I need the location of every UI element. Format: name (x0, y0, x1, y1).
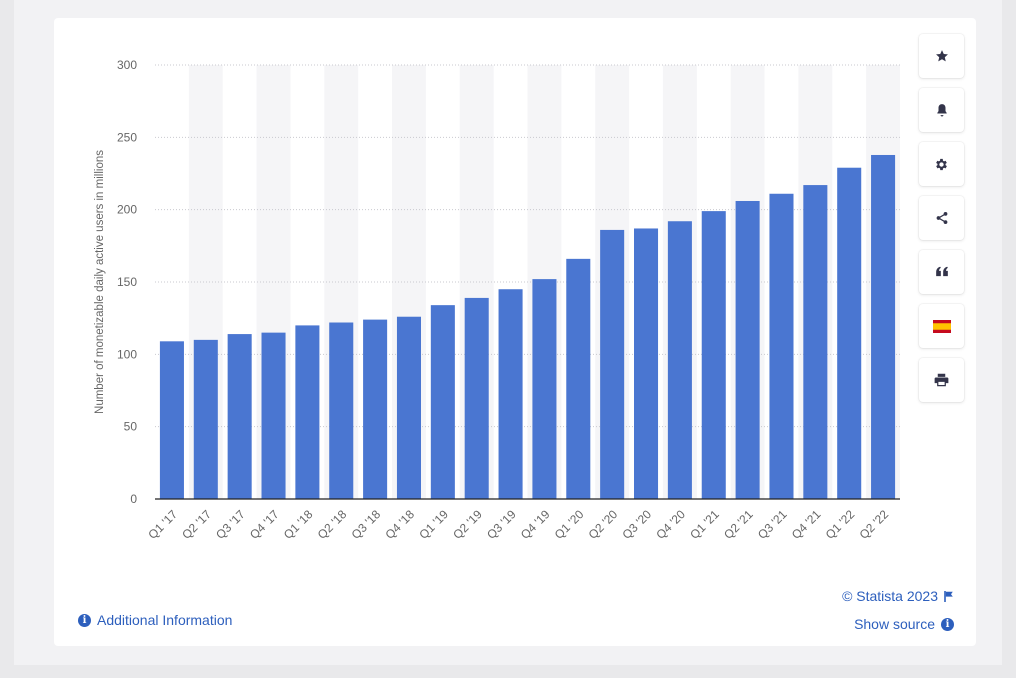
x-tick-label: Q4 '20 (653, 507, 688, 542)
flag-spain-icon (932, 319, 951, 333)
bar[interactable] (498, 289, 523, 499)
x-tick-label: Q2 '19 (450, 507, 485, 542)
bar[interactable] (329, 322, 354, 499)
y-tick-label: 250 (117, 130, 137, 144)
additional-information-label: Additional Information (97, 612, 233, 628)
x-tick-label: Q3 '20 (620, 507, 655, 542)
bar[interactable] (667, 221, 692, 500)
share-button[interactable] (919, 196, 964, 240)
y-tick-label: 50 (124, 420, 138, 434)
x-tick-label: Q3 '18 (349, 507, 384, 542)
x-tick-label: Q1 '18 (281, 507, 316, 542)
bar[interactable] (363, 319, 388, 499)
x-tick-label: Q1 '17 (145, 507, 180, 542)
y-tick-label: 150 (117, 275, 137, 289)
cite-button[interactable] (919, 250, 964, 294)
bar[interactable] (871, 154, 896, 499)
x-tick-label: Q2 '20 (586, 507, 621, 542)
chart-toolbar (919, 34, 964, 412)
printer-icon (934, 373, 949, 387)
show-source-label: Show source (854, 616, 935, 632)
notification-button[interactable] (919, 88, 964, 132)
x-tick-label: Q2 '17 (179, 507, 214, 542)
copyright-row[interactable]: © Statista 2023 (842, 586, 954, 606)
y-tick-label: 300 (117, 58, 137, 72)
source-footer: © Statista 2023 Show source i (842, 586, 954, 634)
y-tick-label: 0 (130, 492, 137, 506)
x-tick-label: Q1 '21 (687, 507, 722, 542)
bar[interactable] (193, 339, 218, 499)
bar[interactable] (566, 258, 591, 499)
bar[interactable] (701, 211, 726, 499)
x-tick-label: Q4 '18 (382, 507, 417, 542)
x-tick-label: Q3 '19 (484, 507, 519, 542)
bar[interactable] (295, 325, 320, 499)
quote-icon (935, 266, 948, 277)
additional-information-link[interactable]: i Additional Information (78, 612, 232, 628)
bell-icon (936, 104, 947, 117)
flag-icon (944, 590, 953, 602)
bar[interactable] (803, 185, 828, 499)
x-tick-label: Q2 '22 (857, 507, 892, 542)
show-source-link[interactable]: Show source i (842, 614, 954, 634)
x-tick-label: Q4 '19 (518, 507, 553, 542)
gear-icon (936, 158, 947, 170)
bar[interactable] (532, 279, 557, 499)
bar[interactable] (464, 297, 489, 499)
bar[interactable] (634, 228, 659, 499)
bar[interactable] (227, 334, 252, 499)
x-tick-label: Q1 '20 (552, 507, 587, 542)
x-tick-label: Q4 '21 (789, 507, 824, 542)
x-tick-label: Q2 '18 (315, 507, 350, 542)
x-tick-label: Q2 '21 (721, 507, 756, 542)
bar[interactable] (396, 316, 421, 499)
x-tick-label: Q1 '22 (823, 507, 858, 542)
language-button[interactable] (919, 304, 964, 348)
favorite-button[interactable] (919, 34, 964, 78)
y-axis-title: Number of monetizable daily active users… (94, 150, 106, 414)
share-icon (936, 212, 947, 224)
print-button[interactable] (919, 358, 964, 402)
bar[interactable] (769, 193, 794, 499)
star-icon (935, 50, 948, 62)
x-tick-label: Q3 '17 (213, 507, 248, 542)
bar[interactable] (261, 332, 286, 499)
bar[interactable] (159, 341, 184, 499)
bar[interactable] (600, 229, 625, 500)
bar[interactable] (430, 305, 455, 499)
y-tick-label: 100 (117, 347, 137, 361)
x-tick-label: Q4 '17 (247, 507, 282, 542)
copyright-text: © Statista 2023 (842, 588, 938, 604)
settings-button[interactable] (919, 142, 964, 186)
info-icon: i (941, 617, 954, 631)
x-tick-label: Q3 '21 (755, 507, 790, 542)
bar[interactable] (735, 200, 760, 499)
y-tick-label: 200 (117, 203, 137, 217)
info-icon: i (78, 613, 91, 627)
x-tick-label: Q1 '19 (416, 507, 451, 542)
bar[interactable] (837, 167, 862, 500)
